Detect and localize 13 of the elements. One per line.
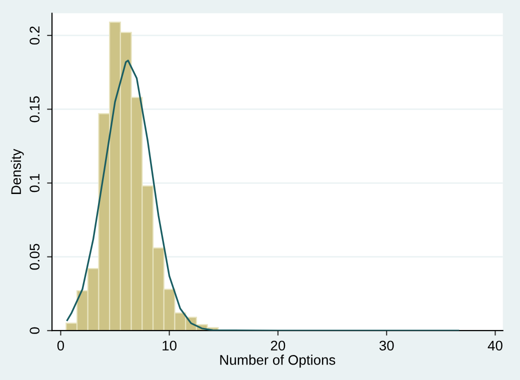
y-axis-title: Density <box>10 148 24 194</box>
y-tick-label: 0.1 <box>30 174 40 192</box>
y-tick-label: 0 <box>30 327 40 334</box>
x-tick-label: 40 <box>488 340 502 351</box>
x-tick-label: 20 <box>270 340 286 351</box>
x-tick-label: 10 <box>162 340 177 351</box>
x-axis-title: Number of Options <box>220 354 336 368</box>
x-tick-label: 0 <box>57 340 64 351</box>
y-tick-label: 0.2 <box>30 26 40 45</box>
y-tick-label: 0.05 <box>30 244 40 270</box>
y-tick-label: 0.15 <box>30 96 40 122</box>
x-tick-label: 30 <box>379 340 394 351</box>
line-series <box>66 60 460 331</box>
